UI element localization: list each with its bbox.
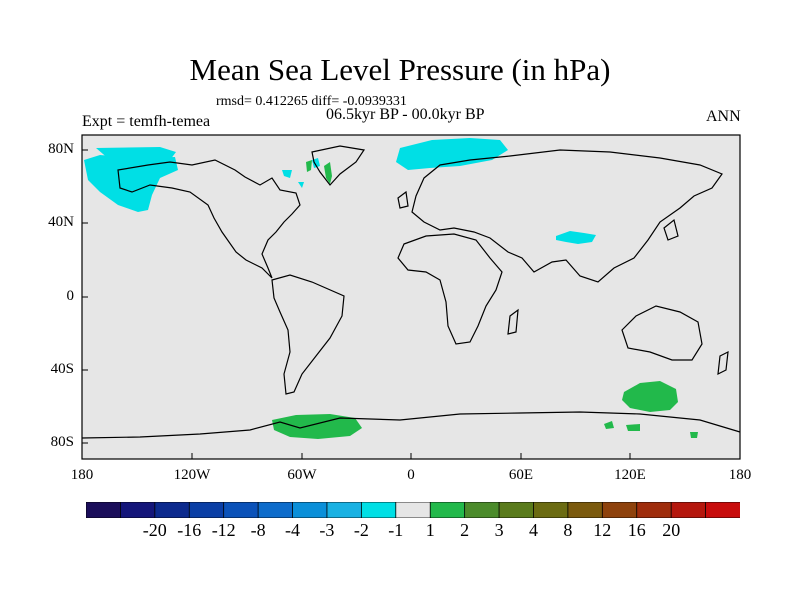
lat-label-0: 0 <box>66 288 75 304</box>
lon-label-0: 0 <box>407 467 415 483</box>
map-frame <box>82 135 740 459</box>
colorbar-swatch <box>326 502 363 518</box>
colorbar-label: -2 <box>353 520 369 540</box>
lon-label-180e: 180 <box>728 467 752 483</box>
anomaly-region-arctic-west <box>96 147 176 162</box>
coast-north-america <box>117 159 301 279</box>
lon-label-180w: 180 <box>70 467 94 483</box>
colorbar-swatch <box>498 502 535 518</box>
colorbar-swatch <box>464 502 500 518</box>
colorbar-label: 20 <box>662 520 681 540</box>
colorbar-label: -16 <box>177 520 202 540</box>
colorbar-swatch <box>670 502 707 518</box>
colorbar-swatch <box>429 502 466 518</box>
colorbar-label: -8 <box>250 520 266 540</box>
colorbar-swatch <box>188 502 225 518</box>
anomaly-region-greenland <box>324 162 332 184</box>
colorbar-swatch <box>154 502 191 518</box>
colorbar-swatch <box>292 502 328 518</box>
colorbar-swatch <box>86 502 122 518</box>
colorbar-label: -1 <box>388 520 404 540</box>
lat-label-80s: 80S <box>50 434 74 450</box>
anomaly-region-canada-spots <box>282 158 320 188</box>
lat-label-40s: 40S <box>50 361 74 377</box>
colorbar-label: 3 <box>494 520 504 540</box>
coast-greenland <box>311 145 366 186</box>
coast-japan <box>663 218 679 241</box>
coast-australia <box>621 305 703 361</box>
period-label: 06.5kyr BP - 00.0kyr BP <box>326 106 485 123</box>
coast-south-america <box>271 274 345 395</box>
lat-ticks <box>82 149 88 444</box>
map-title: Mean Sea Level Pressure (in hPa) <box>189 52 611 87</box>
lon-label-60w: 60W <box>287 467 317 483</box>
colorbar-label: 4 <box>529 520 538 540</box>
coast-uk <box>397 190 409 209</box>
anomaly-region-tibet <box>556 231 596 244</box>
lon-label-120e: 120E <box>614 467 646 483</box>
colorbar-label: 1 <box>425 520 435 540</box>
anomaly-region-weddell <box>272 414 362 439</box>
lat-label-40n: 40N <box>48 214 74 230</box>
lon-label-120w: 120W <box>173 467 211 483</box>
lat-label-80n: 80N <box>48 141 74 157</box>
colorbar-label: -20 <box>142 520 167 540</box>
colorbar-swatch <box>567 502 604 518</box>
colorbar-label: -3 <box>319 520 335 540</box>
anomaly-region-arctic-russia <box>396 138 508 170</box>
lon-label-60e: 60E <box>508 467 534 483</box>
colorbar-label: 8 <box>563 520 573 540</box>
colorbar-swatch <box>601 502 638 518</box>
colorbar-swatch <box>257 502 294 518</box>
anomaly-region-north-pacific <box>84 155 178 212</box>
coast-madagascar <box>507 308 519 335</box>
colorbar-swatch <box>395 502 432 518</box>
coast-eurasia <box>411 149 723 283</box>
colorbar-label: 16 <box>627 520 646 540</box>
rmsd-stats: rmsd= 0.412265 diff= -0.0939331 <box>216 94 407 109</box>
anomaly-region-greenland-2 <box>306 160 312 172</box>
colorbar-label: 2 <box>460 520 470 540</box>
colorbar-label: -4 <box>285 520 300 540</box>
lon-ticks <box>81 453 741 459</box>
colorbar-swatch <box>533 502 569 518</box>
colorbar-swatch <box>223 502 259 518</box>
season-label: ANN <box>706 108 741 125</box>
anomaly-region-antarctic-spots <box>604 421 698 438</box>
colorbar-label: 12 <box>593 520 612 540</box>
coast-africa <box>397 233 503 345</box>
colorbar-swatch <box>636 502 673 518</box>
colorbar-swatch <box>120 502 156 518</box>
colorbar <box>86 502 740 518</box>
colorbar-label: -12 <box>211 520 236 540</box>
experiment-label: Expt = temfh-temea <box>82 113 211 130</box>
coastlines <box>81 145 741 439</box>
coast-antarctica <box>81 411 741 439</box>
colorbar-swatch <box>360 502 397 518</box>
coast-new-zealand <box>717 350 729 376</box>
colorbar-swatch <box>705 502 740 518</box>
anomaly-region-southern-ocean-east <box>622 381 678 412</box>
